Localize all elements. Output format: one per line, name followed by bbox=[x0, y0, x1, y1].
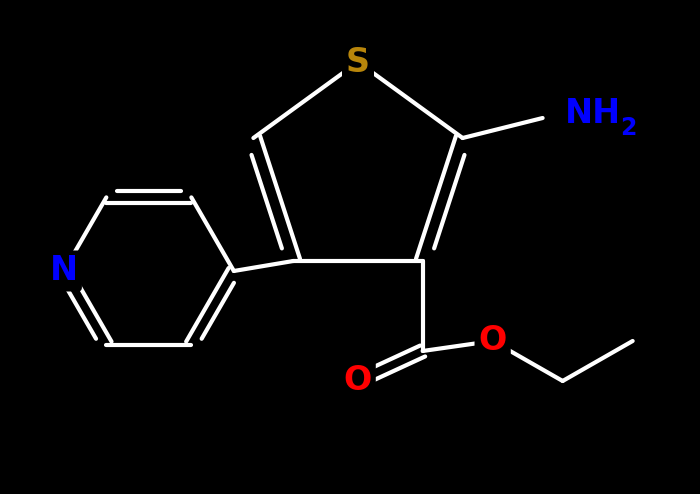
Text: NH: NH bbox=[565, 96, 621, 129]
Text: O: O bbox=[479, 325, 507, 358]
Text: O: O bbox=[344, 365, 372, 398]
Text: 2: 2 bbox=[621, 116, 637, 140]
Text: N: N bbox=[50, 254, 78, 288]
Text: S: S bbox=[346, 45, 370, 79]
